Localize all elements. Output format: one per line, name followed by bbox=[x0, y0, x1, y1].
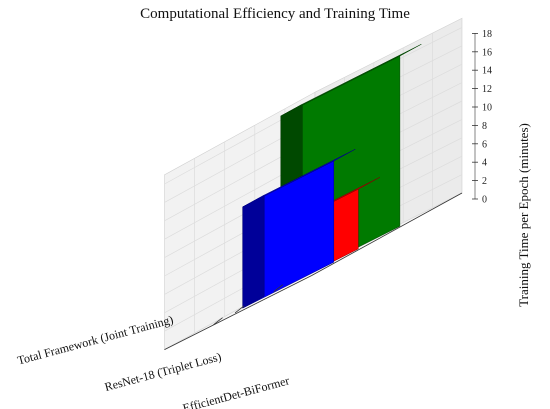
chart-title: Computational Efficiency and Training Ti… bbox=[140, 6, 410, 22]
x-tick-label: ResNet-18 (Triplet Loss) bbox=[103, 349, 223, 394]
bar-face-top bbox=[280, 43, 422, 117]
x-tick-label: Total Framework (Joint Training) bbox=[16, 312, 175, 367]
z-axis-label: Training Time per Epoch (minutes) bbox=[516, 123, 531, 307]
bar-3 bbox=[242, 148, 356, 309]
z-tick-label: 16 bbox=[482, 47, 492, 58]
z-tick-label: 2 bbox=[482, 176, 487, 187]
bar-face-side bbox=[242, 194, 265, 309]
bar-face-top bbox=[242, 148, 356, 208]
chart-ticks: 0 2 4 6 8 10 12 14 16 18 bbox=[164, 29, 492, 350]
z-tick-label: 6 bbox=[482, 139, 487, 150]
z-tick-label: 14 bbox=[482, 66, 492, 77]
depth-axis-line bbox=[311, 192, 463, 276]
chart-bars bbox=[242, 43, 422, 309]
x-tick-mark bbox=[213, 317, 223, 326]
z-tick-label: 4 bbox=[482, 158, 487, 169]
z-tick-label: 12 bbox=[482, 84, 492, 95]
x-tick-label: EfficientDet-BiFormer bbox=[181, 373, 291, 409]
z-tick-label: 10 bbox=[482, 103, 492, 114]
x-tick-mark bbox=[234, 305, 245, 314]
x-tick-mark bbox=[273, 284, 283, 293]
z-tick-label: 18 bbox=[482, 29, 492, 40]
z-tick-label: 8 bbox=[482, 121, 487, 132]
x-axis-line bbox=[164, 275, 312, 350]
z-tick-label: 0 bbox=[482, 195, 487, 206]
